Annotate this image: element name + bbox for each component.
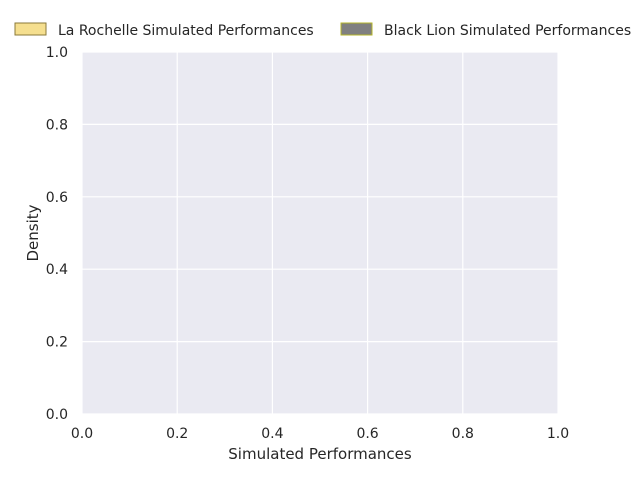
- legend: La Rochelle Simulated Performances Black …: [14, 22, 631, 39]
- y-axis-ticks: 0.0 0.2 0.4 0.6 0.8 1.0: [46, 45, 68, 423]
- x-axis-ticks: 0.0 0.2 0.4 0.6 0.8 1.0: [71, 426, 569, 442]
- y-tick-label: 0.6: [46, 190, 68, 206]
- y-tick-label: 0.2: [46, 335, 68, 351]
- x-tick-label: 0.6: [356, 426, 378, 442]
- x-axis-label: Simulated Performances: [228, 445, 412, 463]
- x-tick-label: 0.2: [166, 426, 188, 442]
- legend-swatch: [14, 22, 47, 36]
- y-tick-label: 0.0: [46, 407, 68, 423]
- y-tick-label: 0.4: [46, 262, 68, 278]
- y-axis-label: Density: [24, 204, 42, 261]
- legend-label: La Rochelle Simulated Performances: [58, 23, 314, 39]
- legend-label: Black Lion Simulated Performances: [384, 23, 631, 39]
- plot-area: [82, 52, 558, 414]
- x-tick-label: 1.0: [547, 426, 569, 442]
- x-tick-label: 0.4: [261, 426, 283, 442]
- legend-swatch: [340, 22, 373, 36]
- grid-lines: [81, 51, 559, 415]
- x-tick-label: 0.8: [452, 426, 474, 442]
- y-tick-label: 1.0: [46, 45, 68, 61]
- x-tick-label: 0.0: [71, 426, 93, 442]
- y-tick-label: 0.8: [46, 117, 68, 133]
